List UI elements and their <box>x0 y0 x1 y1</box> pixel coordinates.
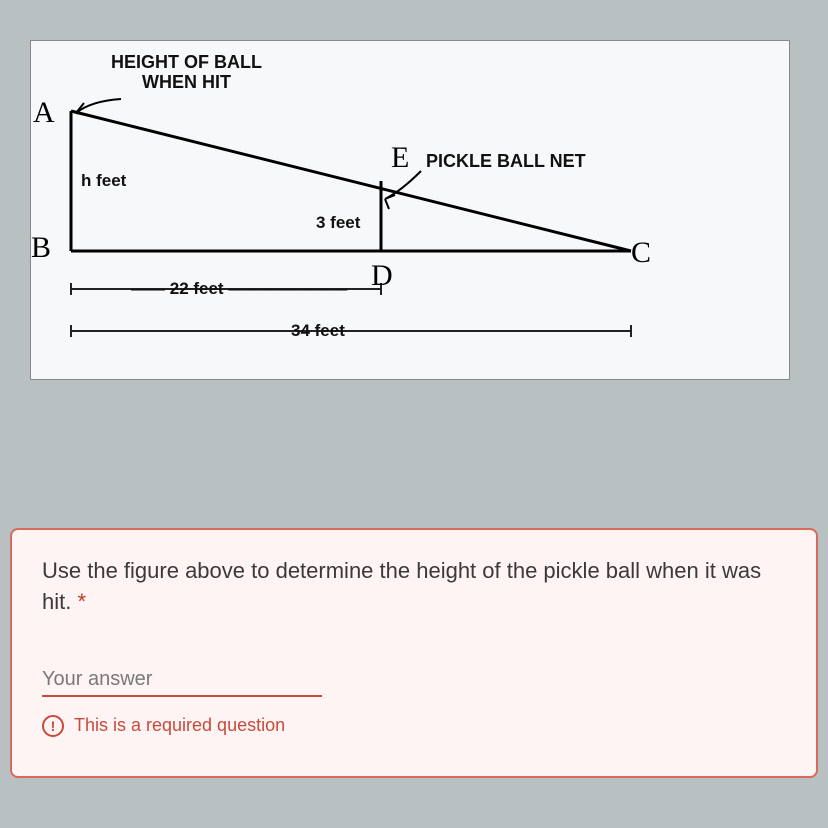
required-asterisk: * <box>77 589 86 614</box>
title-line2: WHEN HIT <box>142 72 231 92</box>
thirty-four-label: 34 feet <box>291 321 345 341</box>
point-a-label: A <box>33 96 55 130</box>
point-c-label: C <box>631 236 651 270</box>
point-d-label: D <box>371 259 393 293</box>
error-text: This is a required question <box>74 715 285 736</box>
twenty-two-label: —— 22 feet ——————— <box>131 279 347 299</box>
diagram-area: HEIGHT OF BALL WHEN HIT PICKLE BALL NET … <box>30 40 790 380</box>
question-card: Use the figure above to determine the he… <box>10 528 818 778</box>
h-feet-label: h feet <box>81 171 126 191</box>
question-text: Use the figure above to determine the he… <box>42 556 786 618</box>
diagram-title: HEIGHT OF BALL WHEN HIT <box>111 53 262 93</box>
alert-icon: ! <box>42 715 64 737</box>
three-feet-label: 3 feet <box>316 213 360 233</box>
title-line1: HEIGHT OF BALL <box>111 52 262 72</box>
net-label: PICKLE BALL NET <box>426 151 586 172</box>
answer-input[interactable]: Your answer <box>42 668 322 697</box>
point-e-label: E <box>391 141 409 175</box>
required-error: ! This is a required question <box>42 715 786 737</box>
point-b-label: B <box>31 231 51 265</box>
